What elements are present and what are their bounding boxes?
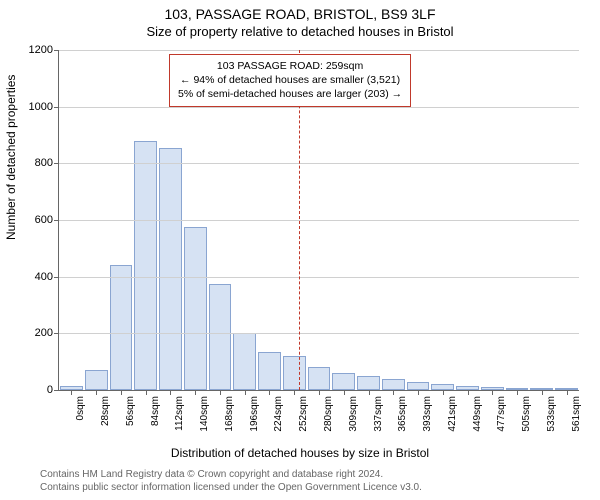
x-tick-mark <box>319 390 320 395</box>
x-tick-mark <box>567 390 568 395</box>
x-tick-label: 533sqm <box>546 396 557 432</box>
y-tick-label: 200 <box>35 327 59 339</box>
histogram-bar <box>407 382 430 391</box>
gridline <box>59 107 579 108</box>
x-tick-label: 84sqm <box>150 396 161 426</box>
x-tick-label: 505sqm <box>521 396 532 432</box>
gridline <box>59 277 579 278</box>
gridline <box>59 50 579 51</box>
y-tick-label: 600 <box>35 214 59 226</box>
x-tick-label: 112sqm <box>174 396 185 431</box>
x-tick-label: 140sqm <box>199 396 210 432</box>
x-tick-mark <box>245 390 246 395</box>
histogram-bar <box>134 141 157 390</box>
y-tick-label: 1000 <box>29 101 59 113</box>
x-tick-label: 365sqm <box>397 396 408 432</box>
x-tick-mark <box>492 390 493 395</box>
histogram-bar <box>283 356 306 390</box>
x-tick-label: 561sqm <box>571 396 582 432</box>
y-axis-label: Number of detached properties <box>4 75 18 240</box>
x-tick-mark <box>468 390 469 395</box>
x-tick-label: 337sqm <box>373 396 384 432</box>
y-tick-label: 0 <box>47 384 59 396</box>
x-tick-mark <box>195 390 196 395</box>
x-tick-label: 0sqm <box>75 396 86 420</box>
x-tick-mark <box>393 390 394 395</box>
x-tick-mark <box>269 390 270 395</box>
histogram-bar <box>308 367 331 390</box>
page-subtitle: Size of property relative to detached ho… <box>0 22 600 39</box>
histogram-bar <box>110 265 133 390</box>
x-tick-mark <box>96 390 97 395</box>
callout-line: 5% of semi-detached houses are larger (2… <box>178 87 402 101</box>
x-tick-label: 421sqm <box>447 396 458 432</box>
gridline <box>59 220 579 221</box>
x-tick-label: 168sqm <box>224 396 235 432</box>
histogram-bar <box>382 379 405 390</box>
histogram-bar <box>209 284 232 390</box>
x-tick-mark <box>71 390 72 395</box>
x-tick-mark <box>294 390 295 395</box>
y-tick-label: 1200 <box>29 44 59 56</box>
x-tick-mark <box>170 390 171 395</box>
chart-plot-area: 0200400600800100012000sqm28sqm56sqm84sqm… <box>58 50 579 391</box>
x-tick-mark <box>121 390 122 395</box>
x-tick-mark <box>542 390 543 395</box>
x-tick-mark <box>344 390 345 395</box>
x-tick-label: 393sqm <box>422 396 433 432</box>
histogram-bar <box>184 227 207 390</box>
gridline <box>59 163 579 164</box>
x-tick-label: 280sqm <box>323 396 334 432</box>
callout-line: 103 PASSAGE ROAD: 259sqm <box>178 59 402 73</box>
x-axis-label: Distribution of detached houses by size … <box>0 446 600 460</box>
histogram-bar <box>258 352 281 390</box>
callout-line: ← 94% of detached houses are smaller (3,… <box>178 73 402 87</box>
x-tick-label: 56sqm <box>125 396 136 426</box>
histogram-bar <box>85 370 108 390</box>
histogram-bar <box>332 373 355 390</box>
x-tick-label: 449sqm <box>472 396 483 432</box>
x-tick-mark <box>220 390 221 395</box>
x-tick-mark <box>517 390 518 395</box>
histogram-bar <box>357 376 380 390</box>
x-tick-label: 224sqm <box>273 396 284 432</box>
page-title: 103, PASSAGE ROAD, BRISTOL, BS9 3LF <box>0 0 600 22</box>
x-tick-mark <box>418 390 419 395</box>
x-tick-label: 252sqm <box>298 396 309 432</box>
x-tick-label: 28sqm <box>100 396 111 426</box>
x-tick-label: 309sqm <box>348 396 359 432</box>
x-tick-mark <box>443 390 444 395</box>
x-tick-mark <box>146 390 147 395</box>
gridline <box>59 333 579 334</box>
histogram-bar <box>159 148 182 390</box>
callout-box: 103 PASSAGE ROAD: 259sqm← 94% of detache… <box>169 54 411 107</box>
x-tick-label: 477sqm <box>496 396 507 432</box>
histogram-bar <box>233 333 256 390</box>
x-tick-label: 196sqm <box>249 396 260 432</box>
y-tick-label: 400 <box>35 271 59 283</box>
y-tick-label: 800 <box>35 157 59 169</box>
x-tick-mark <box>369 390 370 395</box>
attribution-text: Contains HM Land Registry data © Crown c… <box>40 469 422 494</box>
